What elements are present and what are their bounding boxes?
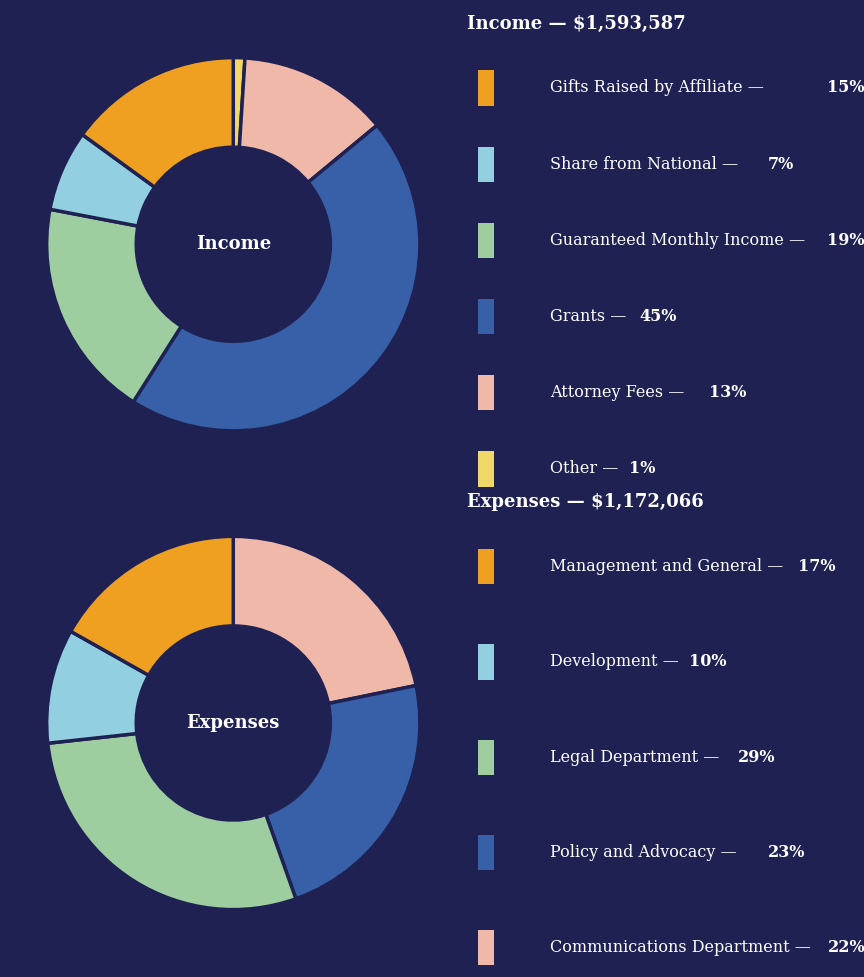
Text: Grants —: Grants — [550,308,632,325]
Text: 23%: 23% [768,844,805,861]
Wedge shape [82,58,233,188]
Text: Income — $1,593,587: Income — $1,593,587 [467,15,685,32]
Bar [478,930,494,965]
Bar [478,375,494,410]
Wedge shape [133,125,420,431]
Text: 15%: 15% [828,79,864,97]
Text: Management and General —: Management and General — [550,558,789,575]
Text: Other —: Other — [550,460,624,478]
Text: Attorney Fees —: Attorney Fees — [550,384,689,402]
Text: 29%: 29% [739,748,776,766]
Text: Expenses — $1,172,066: Expenses — $1,172,066 [467,493,703,511]
Text: Legal Department —: Legal Department — [550,748,725,766]
Text: 1%: 1% [629,460,656,478]
Wedge shape [48,734,295,910]
Bar [478,70,494,106]
Text: 19%: 19% [828,232,864,249]
Text: Development —: Development — [550,654,684,670]
Wedge shape [47,631,149,743]
Text: 45%: 45% [639,308,677,325]
Wedge shape [233,58,245,148]
Wedge shape [50,135,155,226]
Bar [478,549,494,584]
Text: Communications Department —: Communications Department — [550,939,816,956]
Bar [478,147,494,182]
Text: 17%: 17% [797,558,835,575]
Wedge shape [233,536,416,703]
Text: Expenses: Expenses [187,714,280,732]
Text: 22%: 22% [828,939,864,956]
Bar [478,740,494,775]
Text: Share from National —: Share from National — [550,155,743,173]
Text: 13%: 13% [708,384,746,402]
Bar [478,299,494,334]
Text: 7%: 7% [768,155,794,173]
Wedge shape [266,686,420,899]
Wedge shape [239,58,377,183]
Text: Policy and Advocacy —: Policy and Advocacy — [550,844,742,861]
Bar [478,834,494,871]
Text: Guaranteed Monthly Income —: Guaranteed Monthly Income — [550,232,810,249]
Wedge shape [47,209,181,402]
Bar [478,223,494,258]
Text: 10%: 10% [689,654,727,670]
Bar [478,451,494,487]
Text: Gifts Raised by Affiliate —: Gifts Raised by Affiliate — [550,79,769,97]
Wedge shape [71,536,233,675]
Text: Income: Income [195,235,271,253]
Bar [478,645,494,680]
